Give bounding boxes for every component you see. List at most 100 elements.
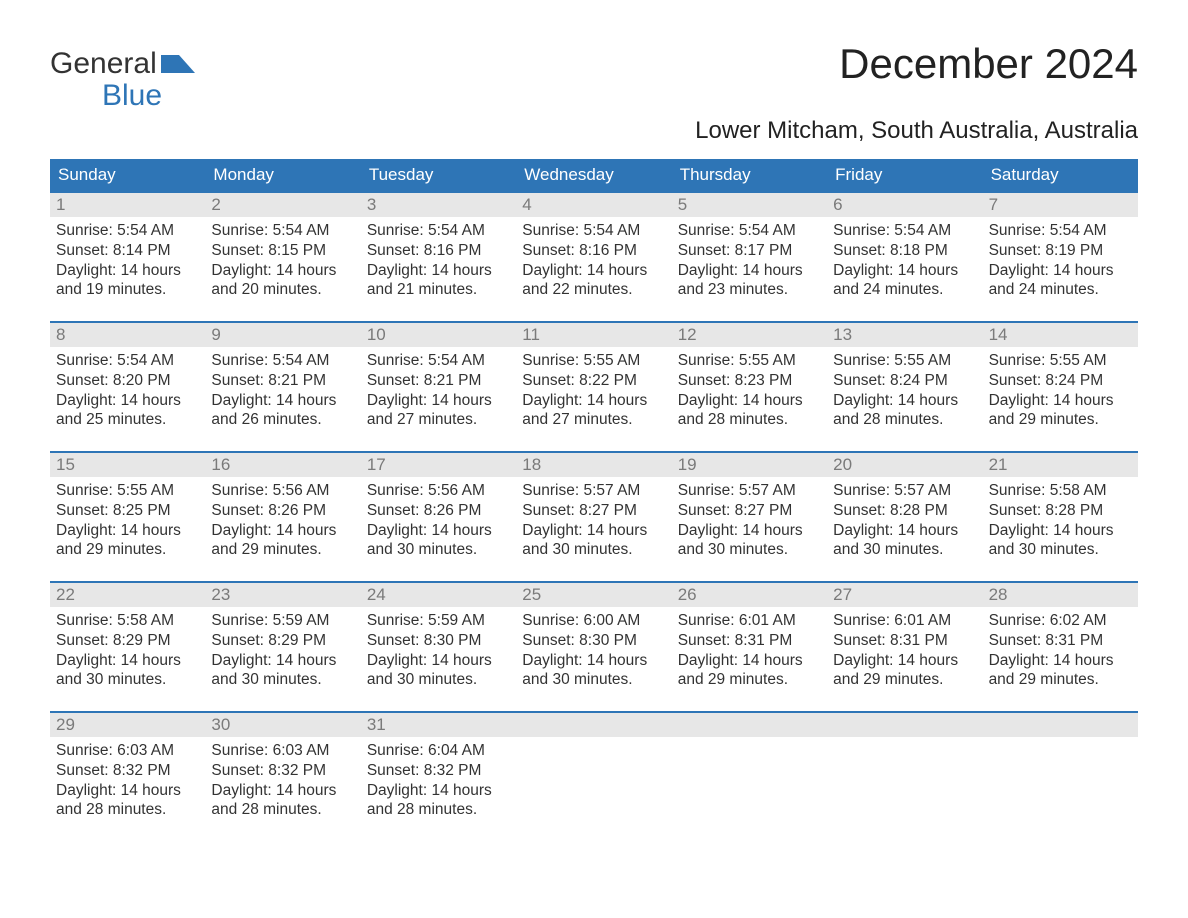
day-detail: Sunrise: 5:57 AMSunset: 8:28 PMDaylight:… [827,477,982,560]
sunset-line: Sunset: 8:18 PM [833,241,976,261]
week-row: 15Sunrise: 5:55 AMSunset: 8:25 PMDayligh… [50,451,1138,581]
sunrise-line: Sunrise: 6:03 AM [56,741,199,761]
daylight-line: Daylight: 14 hours and 29 minutes. [833,651,976,691]
sunrise-line: Sunrise: 5:55 AM [678,351,821,371]
dow-thursday: Thursday [672,159,827,191]
day-number: 17 [367,455,386,474]
day-number-bar: 10 [361,323,516,347]
daylight-line: Daylight: 14 hours and 30 minutes. [833,521,976,561]
calendar-day: 5Sunrise: 5:54 AMSunset: 8:17 PMDaylight… [672,193,827,321]
day-number: 20 [833,455,852,474]
daylight-line: Daylight: 14 hours and 29 minutes. [989,651,1132,691]
sunrise-line: Sunrise: 5:54 AM [56,351,199,371]
day-of-week-header: SundayMondayTuesdayWednesdayThursdayFrid… [50,159,1138,191]
calendar-day: 20 Sunrise: 5:57 AMSunset: 8:28 PMDayligh… [827,453,982,581]
sunset-line: Sunset: 8:19 PM [989,241,1132,261]
day-number: 30 [211,715,230,734]
sunset-line: Sunset: 8:32 PM [56,761,199,781]
day-number-bar: 16 [205,453,360,477]
day-number-bar: 26 [672,583,827,607]
sunrise-line: Sunrise: 6:04 AM [367,741,510,761]
daylight-line: Daylight: 14 hours and 24 minutes. [989,261,1132,301]
daylight-line: Daylight: 14 hours and 22 minutes. [522,261,665,301]
dow-wednesday: Wednesday [516,159,671,191]
sunset-line: Sunset: 8:31 PM [989,631,1132,651]
calendar-day: 14Sunrise: 5:55 AMSunset: 8:24 PMDayligh… [983,323,1138,451]
calendar-day: 23Sunrise: 5:59 AMSunset: 8:29 PMDayligh… [205,583,360,711]
sunset-line: Sunset: 8:16 PM [367,241,510,261]
day-detail: Sunrise: 5:55 AMSunset: 8:25 PMDaylight:… [50,477,205,560]
day-number-bar: 30 [205,713,360,737]
day-number-bar: 9 [205,323,360,347]
day-number-bar: 5 [672,193,827,217]
daylight-line: Daylight: 14 hours and 30 minutes. [678,521,821,561]
sunset-line: Sunset: 8:27 PM [678,501,821,521]
sunrise-line: Sunrise: 5:59 AM [211,611,354,631]
day-number: 5 [678,195,687,214]
calendar-day: 25Sunrise: 6:00 AMSunset: 8:30 PMDayligh… [516,583,671,711]
day-detail: Sunrise: 6:04 AMSunset: 8:32 PMDaylight:… [361,737,516,820]
day-number-bar: 2 [205,193,360,217]
daylight-line: Daylight: 14 hours and 29 minutes. [989,391,1132,431]
day-number: 14 [989,325,1008,344]
day-number: 6 [833,195,842,214]
sunset-line: Sunset: 8:24 PM [833,371,976,391]
sunset-line: Sunset: 8:26 PM [367,501,510,521]
daylight-line: Daylight: 14 hours and 30 minutes. [211,651,354,691]
day-detail: Sunrise: 5:56 AMSunset: 8:26 PMDaylight:… [205,477,360,560]
day-number: 23 [211,585,230,604]
week-row: 29Sunrise: 6:03 AMSunset: 8:32 PMDayligh… [50,711,1138,841]
sunrise-line: Sunrise: 5:56 AM [367,481,510,501]
sunrise-line: Sunrise: 5:59 AM [367,611,510,631]
header: General Blue December 2024 [50,40,1138,111]
sunset-line: Sunset: 8:17 PM [678,241,821,261]
day-detail: Sunrise: 6:02 AMSunset: 8:31 PMDaylight:… [983,607,1138,690]
calendar-day: . [983,713,1138,841]
sunset-line: Sunset: 8:20 PM [56,371,199,391]
calendar-day: 3Sunrise: 5:54 AMSunset: 8:16 PMDaylight… [361,193,516,321]
day-number-bar: . [983,713,1138,737]
page-title: December 2024 [839,40,1138,88]
day-detail: Sunrise: 5:55 AMSunset: 8:24 PMDaylight:… [827,347,982,430]
day-detail: Sunrise: 5:54 AMSunset: 8:18 PMDaylight:… [827,217,982,300]
day-detail: Sunrise: 5:54 AMSunset: 8:16 PMDaylight:… [361,217,516,300]
daylight-line: Daylight: 14 hours and 30 minutes. [367,651,510,691]
sunset-line: Sunset: 8:14 PM [56,241,199,261]
sunrise-line: Sunrise: 5:55 AM [56,481,199,501]
calendar-day: 27Sunrise: 6:01 AMSunset: 8:31 PMDayligh… [827,583,982,711]
day-detail: Sunrise: 5:58 AMSunset: 8:28 PMDaylight:… [983,477,1138,560]
sunset-line: Sunset: 8:26 PM [211,501,354,521]
day-detail: Sunrise: 5:54 AMSunset: 8:15 PMDaylight:… [205,217,360,300]
calendar-day: 6 Sunrise: 5:54 AMSunset: 8:18 PMDaylight… [827,193,982,321]
calendar-day: 1Sunrise: 5:54 AMSunset: 8:14 PMDaylight… [50,193,205,321]
day-number-bar: 15 [50,453,205,477]
sunrise-line: Sunrise: 5:55 AM [833,351,976,371]
day-detail: Sunrise: 5:55 AMSunset: 8:22 PMDaylight:… [516,347,671,430]
sunrise-line: Sunrise: 5:54 AM [989,221,1132,241]
day-number-bar: . [516,713,671,737]
day-number: 11 [522,325,540,344]
calendar-day: 15Sunrise: 5:55 AMSunset: 8:25 PMDayligh… [50,453,205,581]
calendar: SundayMondayTuesdayWednesdayThursdayFrid… [50,159,1138,841]
daylight-line: Daylight: 14 hours and 26 minutes. [211,391,354,431]
logo-word1: General [50,48,157,80]
day-detail: Sunrise: 5:55 AMSunset: 8:23 PMDaylight:… [672,347,827,430]
day-number: 24 [367,585,386,604]
day-detail: Sunrise: 6:01 AMSunset: 8:31 PMDaylight:… [672,607,827,690]
sunset-line: Sunset: 8:16 PM [522,241,665,261]
calendar-day: 8Sunrise: 5:54 AMSunset: 8:20 PMDaylight… [50,323,205,451]
day-number-bar: 6 [827,193,982,217]
sunrise-line: Sunrise: 6:01 AM [678,611,821,631]
day-number-bar: 14 [983,323,1138,347]
day-detail: Sunrise: 5:54 AMSunset: 8:14 PMDaylight:… [50,217,205,300]
day-number-bar: 4 [516,193,671,217]
day-number: 18 [522,455,541,474]
day-number-bar: 21 [983,453,1138,477]
sunrise-line: Sunrise: 5:54 AM [833,221,976,241]
sunrise-line: Sunrise: 5:54 AM [367,221,510,241]
sunset-line: Sunset: 8:30 PM [367,631,510,651]
daylight-line: Daylight: 14 hours and 28 minutes. [56,781,199,821]
daylight-line: Daylight: 14 hours and 23 minutes. [678,261,821,301]
day-number-bar: 25 [516,583,671,607]
sunrise-line: Sunrise: 5:56 AM [211,481,354,501]
